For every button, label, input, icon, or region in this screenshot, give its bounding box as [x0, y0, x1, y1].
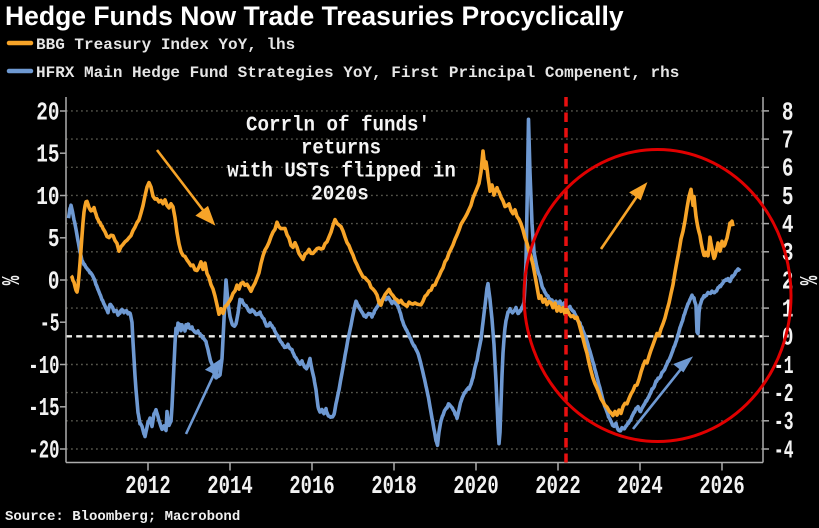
svg-text:2026: 2026 — [699, 471, 744, 501]
svg-text:-4: -4 — [774, 435, 794, 465]
svg-text:0: 0 — [782, 323, 794, 353]
svg-text:3: 3 — [782, 238, 794, 268]
svg-text:-15: -15 — [28, 393, 59, 423]
svg-text:2016: 2016 — [289, 471, 334, 501]
svg-text:HFRX Main Hedge Fund Strategie: HFRX Main Hedge Fund Strategies YoY, Fir… — [36, 64, 679, 82]
svg-text:Source: Bloomberg; Macrobond: Source: Bloomberg; Macrobond — [5, 509, 240, 525]
svg-text:Hedge Funds Now Trade Treasuri: Hedge Funds Now Trade Treasuries Procycl… — [5, 1, 624, 31]
svg-text:5: 5 — [48, 224, 60, 254]
svg-text:-1: -1 — [774, 351, 794, 381]
svg-text:2024: 2024 — [617, 471, 662, 501]
svg-text:2020: 2020 — [453, 471, 498, 501]
svg-text:-10: -10 — [28, 351, 59, 381]
svg-text:BBG Treasury Index YoY, lhs: BBG Treasury Index YoY, lhs — [36, 36, 295, 54]
svg-text:4: 4 — [782, 210, 794, 240]
svg-text:10: 10 — [36, 182, 59, 212]
svg-text:2: 2 — [782, 266, 794, 296]
svg-text:%: % — [0, 276, 27, 286]
svg-text:-20: -20 — [28, 435, 59, 465]
svg-text:15: 15 — [36, 140, 59, 170]
svg-text:5: 5 — [782, 182, 794, 212]
svg-text:2020s: 2020s — [311, 184, 369, 207]
svg-text:1: 1 — [782, 295, 794, 325]
svg-text:returns: returns — [301, 138, 381, 161]
svg-text:-3: -3 — [774, 407, 794, 437]
svg-text:2018: 2018 — [371, 471, 416, 501]
svg-text:2022: 2022 — [535, 471, 580, 501]
svg-text:-5: -5 — [40, 309, 60, 339]
svg-text:6: 6 — [782, 154, 794, 184]
svg-text:8: 8 — [782, 97, 794, 127]
svg-text:Corrln of funds': Corrln of funds' — [246, 115, 430, 138]
svg-text:2012: 2012 — [125, 471, 170, 501]
svg-text:0: 0 — [48, 266, 60, 296]
svg-text:7: 7 — [782, 126, 794, 156]
svg-text:with USTs flipped in: with USTs flipped in — [227, 161, 456, 184]
svg-text:%: % — [795, 276, 819, 286]
svg-text:2014: 2014 — [207, 471, 252, 501]
svg-text:-2: -2 — [774, 379, 794, 409]
svg-text:20: 20 — [36, 97, 59, 127]
